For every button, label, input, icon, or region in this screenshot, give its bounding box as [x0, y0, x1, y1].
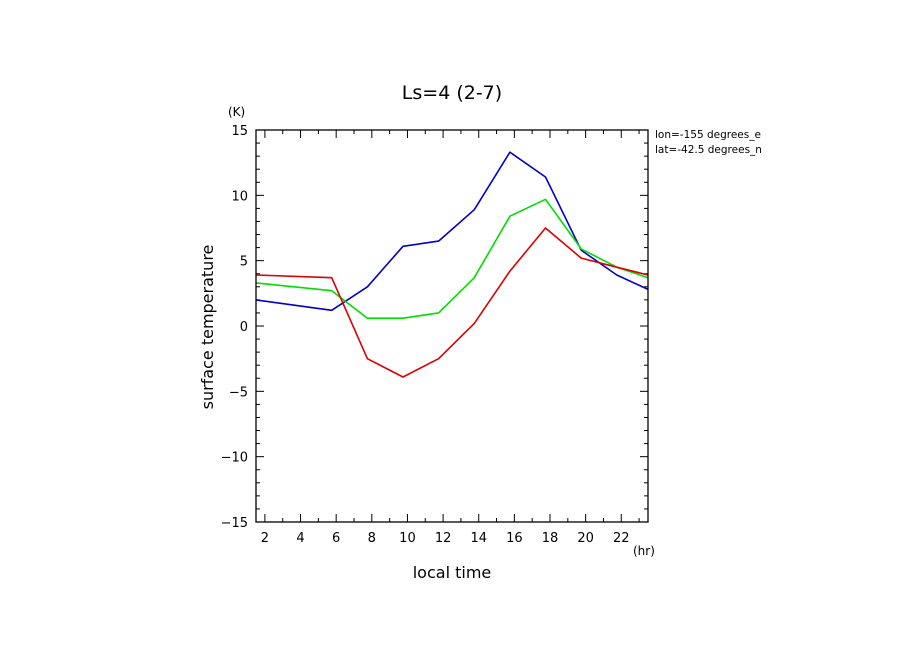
- y-tick-label: 5: [240, 255, 248, 270]
- x-axis-label: local time: [413, 563, 492, 582]
- x-tick-label: 8: [368, 531, 376, 546]
- x-tick-label: 20: [577, 531, 594, 546]
- series-line-2: [255, 198, 649, 320]
- x-tick-label: 12: [435, 531, 452, 546]
- x-tick-label: 10: [399, 531, 416, 546]
- annotation-lon: lon=-155 degrees_e: [655, 129, 761, 141]
- plot-frame: [255, 129, 649, 523]
- x-tick-label: 16: [506, 531, 523, 546]
- tick-labels: −15 −10 −5 0 5 10 15 2 4 6 8 10 12 14 16 18 20 22: [221, 124, 630, 546]
- axis-ticks: [256, 129, 648, 523]
- x-tick-label: 6: [332, 531, 340, 546]
- chart-title: Ls=4 (2-7): [402, 82, 502, 104]
- y-tick-label: −5: [229, 385, 248, 400]
- y-tick-label: 10: [231, 189, 248, 204]
- y-tick-label: 15: [231, 124, 248, 139]
- annotation-lat: lat=-42.5 degrees_n: [655, 144, 762, 156]
- series-lines: [255, 151, 649, 378]
- x-unit-label: (hr): [633, 544, 655, 558]
- x-tick-label: 18: [542, 531, 559, 546]
- series-line-3: [255, 227, 649, 378]
- y-unit-label: (K): [228, 105, 245, 119]
- x-tick-label: 4: [296, 531, 304, 546]
- series-line-1: [255, 151, 649, 312]
- y-tick-label: −15: [221, 516, 248, 531]
- y-axis-label: surface temperature: [198, 245, 217, 410]
- x-tick-label: 22: [613, 531, 630, 546]
- x-tick-label: 2: [261, 531, 269, 546]
- y-tick-label: 0: [240, 320, 248, 335]
- y-tick-label: −10: [221, 451, 248, 466]
- x-tick-label: 14: [470, 531, 487, 546]
